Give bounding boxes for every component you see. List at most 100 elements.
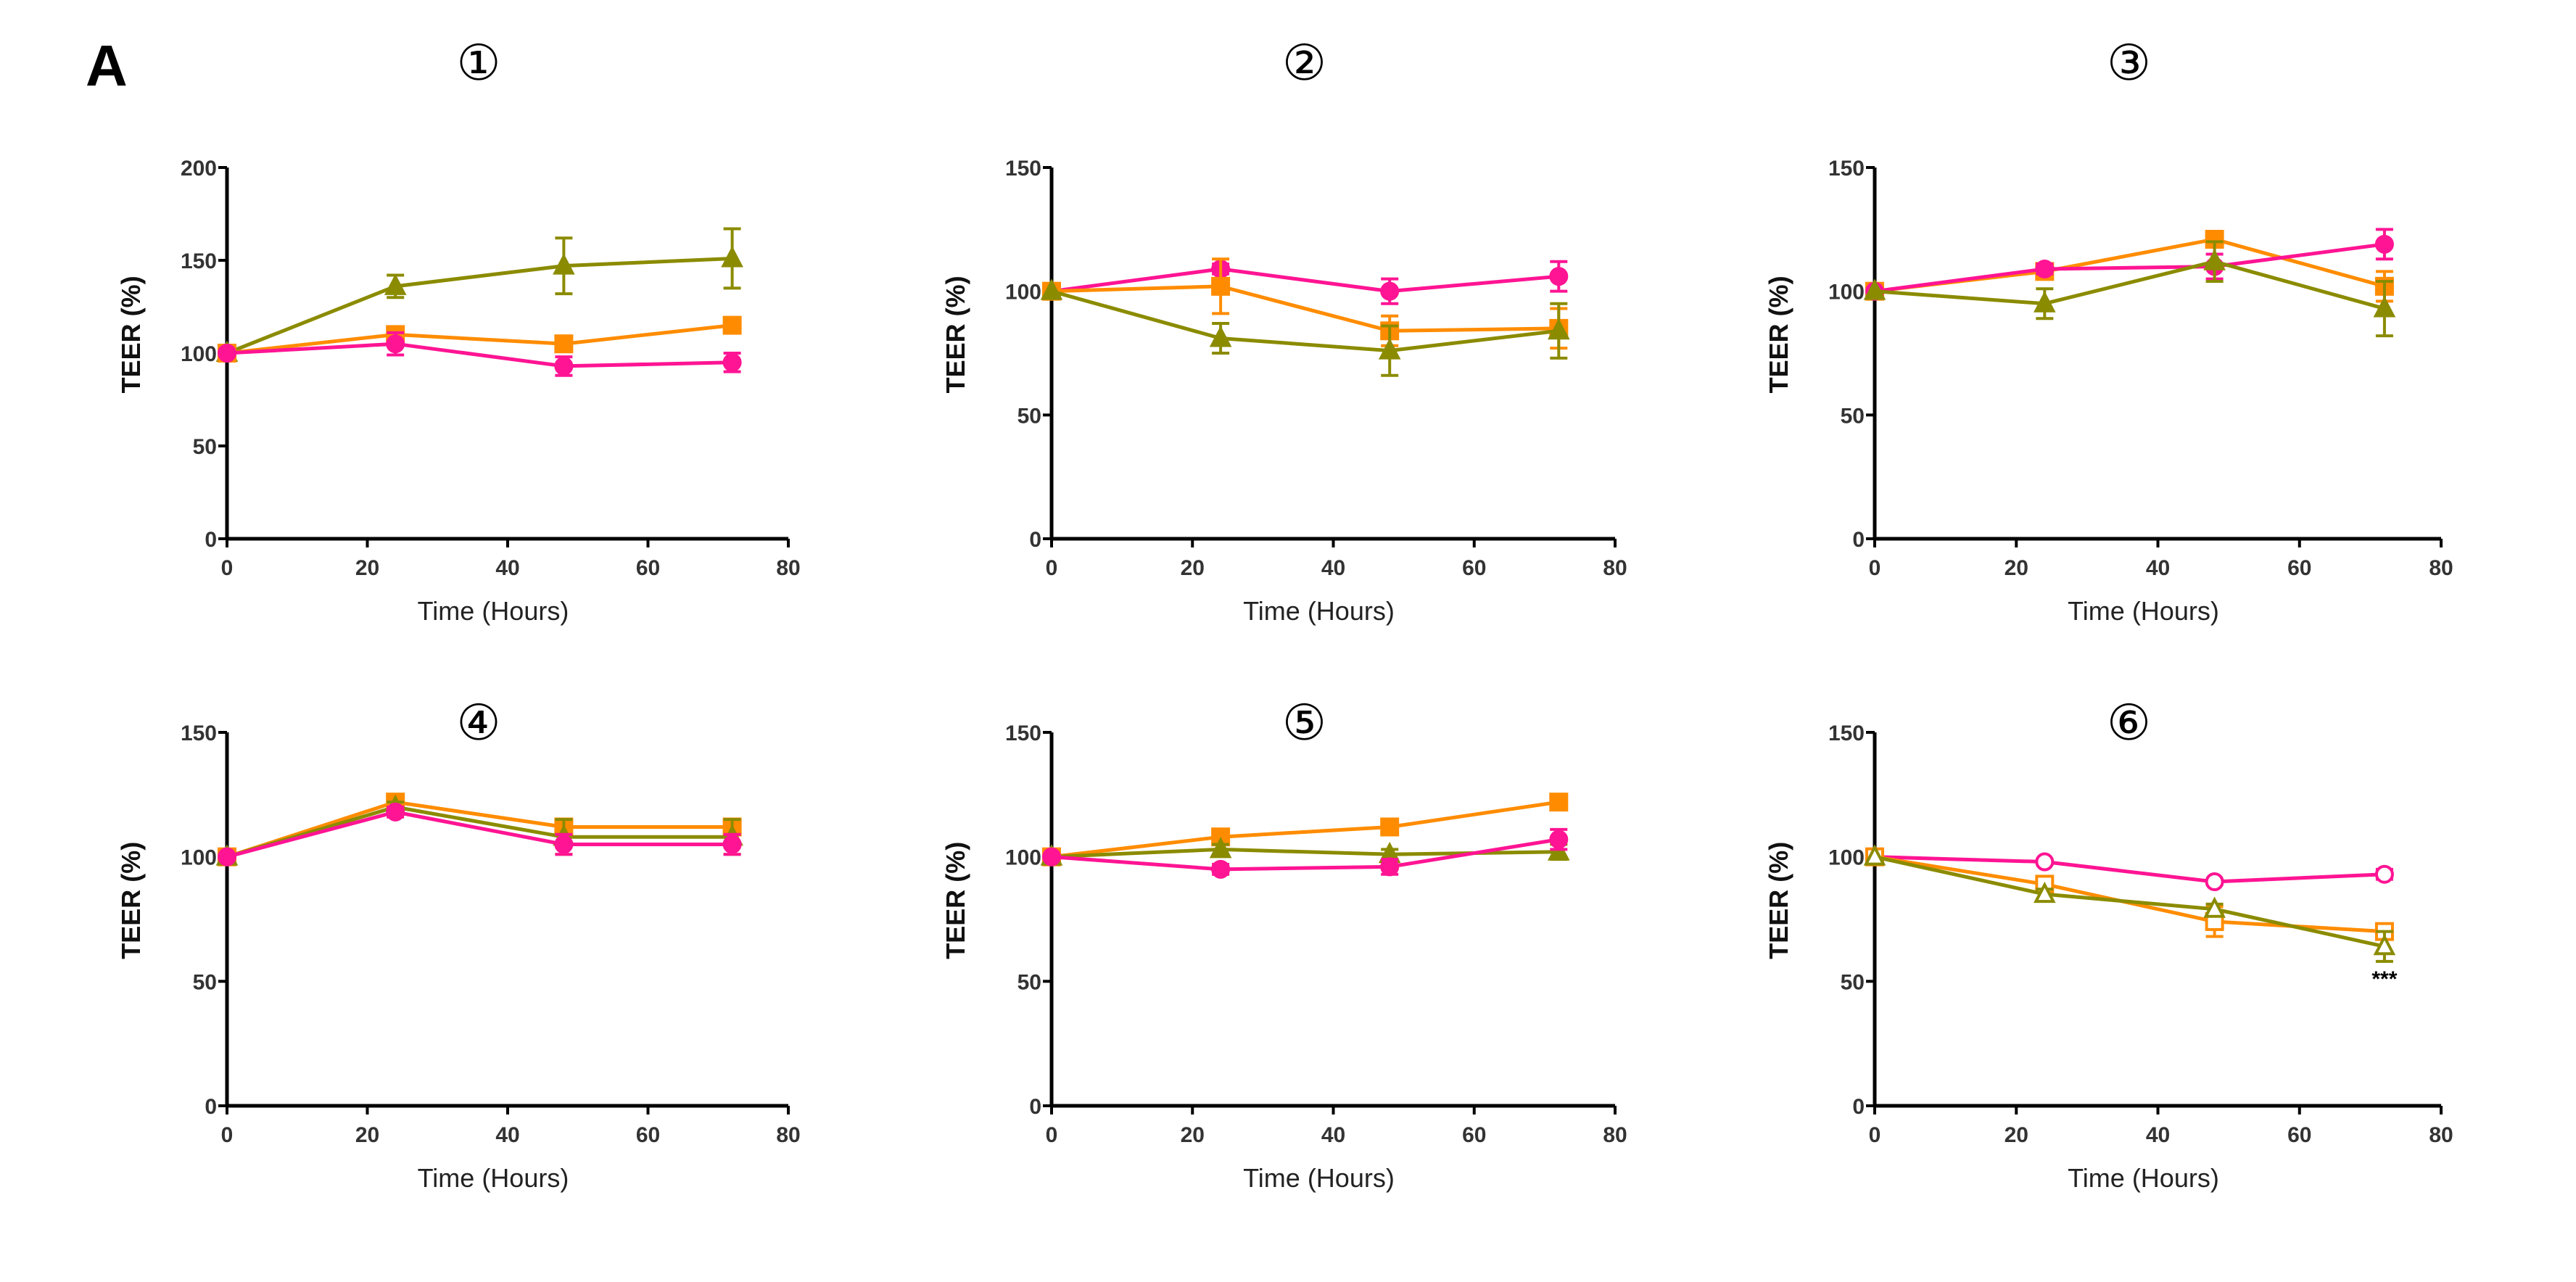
y-tick-label: 50 <box>1841 404 1865 428</box>
series-line <box>1051 284 1559 333</box>
y-tick-label: 100 <box>181 342 217 366</box>
y-tick-label: 150 <box>181 249 217 273</box>
series-line <box>226 800 732 859</box>
data-point <box>1040 278 1063 300</box>
data-point <box>2373 296 2396 318</box>
series-green <box>215 794 743 866</box>
data-point <box>1548 318 1570 340</box>
data-point <box>1549 267 1569 286</box>
y-axis-label: TEER (%) <box>1764 276 1793 393</box>
series-line <box>1874 855 2385 884</box>
x-tick-label: 60 <box>2287 1123 2311 1147</box>
significance-annotation: *** <box>2371 967 2397 991</box>
data-point <box>2034 881 2056 903</box>
y-axis-label: TEER (%) <box>1764 842 1793 959</box>
y-tick-label: 50 <box>1841 970 1865 994</box>
y-tick-label: 50 <box>1017 970 1041 994</box>
data-point <box>386 334 405 354</box>
y-tick-label: 50 <box>1017 404 1041 428</box>
series-line <box>1874 855 2385 934</box>
data-point <box>1209 837 1232 859</box>
series-line <box>1051 800 1559 859</box>
x-tick-label: 60 <box>1462 556 1486 580</box>
x-axis-label: Time (Hours) <box>1243 1163 1395 1193</box>
x-tick-label: 40 <box>2146 556 2170 580</box>
x-tick-label: 20 <box>355 1123 379 1147</box>
x-tick-label: 20 <box>1181 556 1205 580</box>
data-point <box>1380 817 1400 837</box>
y-tick-label: 200 <box>181 157 217 181</box>
x-tick-label: 80 <box>1603 556 1627 580</box>
x-tick-label: 40 <box>495 556 519 580</box>
x-tick-label: 80 <box>776 1123 800 1147</box>
series-pink <box>1042 827 1569 879</box>
x-tick-label: 20 <box>1181 1123 1205 1147</box>
y-tick-label: 0 <box>205 1095 217 1119</box>
data-point <box>553 253 575 275</box>
data-point <box>2203 896 2226 918</box>
series-line <box>226 256 732 355</box>
y-axis-label: TEER (%) <box>116 842 146 959</box>
series-line <box>1874 855 2385 948</box>
data-point <box>2035 852 2055 872</box>
x-axis-label: Time (Hours) <box>2068 596 2219 626</box>
series-green <box>1863 240 2396 338</box>
data-point <box>1549 830 1569 849</box>
series-line <box>1874 242 2385 294</box>
y-tick-label: 100 <box>1828 281 1865 305</box>
y-tick-label: 100 <box>1005 281 1041 305</box>
x-tick-label: 0 <box>1869 1123 1881 1147</box>
y-tick-label: 100 <box>1828 846 1865 870</box>
x-tick-label: 20 <box>2005 1123 2028 1147</box>
data-point <box>1380 281 1400 301</box>
series-green <box>1040 278 1570 377</box>
panel-title: ⑥ <box>2107 695 2151 752</box>
series-pink <box>218 802 742 867</box>
series-orange <box>218 315 742 363</box>
data-point <box>2205 872 2224 891</box>
x-tick-label: 60 <box>1462 1123 1486 1147</box>
chart-panel-2: ② 0 50 100 150 0 20 40 60 80 Time (Hours) TEER (%) <box>941 35 1627 626</box>
series-pink <box>1865 228 2394 301</box>
y-axis-label: TEER (%) <box>941 842 970 959</box>
data-point <box>384 273 407 295</box>
panel-title: ⑤ <box>1282 695 1326 752</box>
series-pink <box>218 331 742 377</box>
chart-panel-6: ⑥ 0 50 100 150 0 20 40 60 80 Time (Hours) TEER (%) *… <box>1764 695 2453 1193</box>
x-tick-label: 80 <box>1603 1123 1627 1147</box>
x-tick-label: 60 <box>2287 556 2311 580</box>
series-pink <box>1042 259 1569 305</box>
y-tick-label: 50 <box>193 435 217 459</box>
data-point <box>218 847 236 867</box>
data-point <box>1378 338 1401 360</box>
x-tick-label: 40 <box>495 1123 519 1147</box>
y-tick-label: 0 <box>1029 528 1041 552</box>
data-point <box>554 356 574 376</box>
y-axis-label: TEER (%) <box>116 276 146 393</box>
chart-panel-5: ⑤ 0 50 100 150 0 20 40 60 80 Time (Hours) TEER (%) <box>941 695 1627 1193</box>
y-tick-label: 50 <box>193 970 217 994</box>
x-tick-label: 0 <box>1046 1123 1058 1147</box>
data-point <box>1211 276 1231 296</box>
chart-panel-3: ③ 0 50 100 150 0 20 40 60 80 Time (Hours) TEER (%) <box>1764 35 2453 626</box>
data-point <box>2035 259 2055 278</box>
x-axis-label: Time (Hours) <box>418 1163 569 1193</box>
data-point <box>1863 844 1886 866</box>
data-point <box>1211 859 1231 879</box>
series-line <box>1874 260 2385 310</box>
y-tick-label: 0 <box>1852 1095 1865 1119</box>
x-axis-label: Time (Hours) <box>418 596 569 626</box>
series-line <box>226 342 732 368</box>
panel-title: ③ <box>2107 35 2151 92</box>
series-green <box>1863 844 2396 963</box>
data-point <box>722 835 742 854</box>
data-point <box>2373 933 2396 956</box>
y-tick-label: 0 <box>1029 1095 1041 1119</box>
data-point <box>1042 847 1061 867</box>
x-tick-label: 80 <box>776 556 800 580</box>
x-tick-label: 80 <box>2429 1123 2453 1147</box>
data-point <box>2034 291 2056 313</box>
data-point <box>1863 278 1886 300</box>
y-tick-label: 100 <box>181 846 217 870</box>
